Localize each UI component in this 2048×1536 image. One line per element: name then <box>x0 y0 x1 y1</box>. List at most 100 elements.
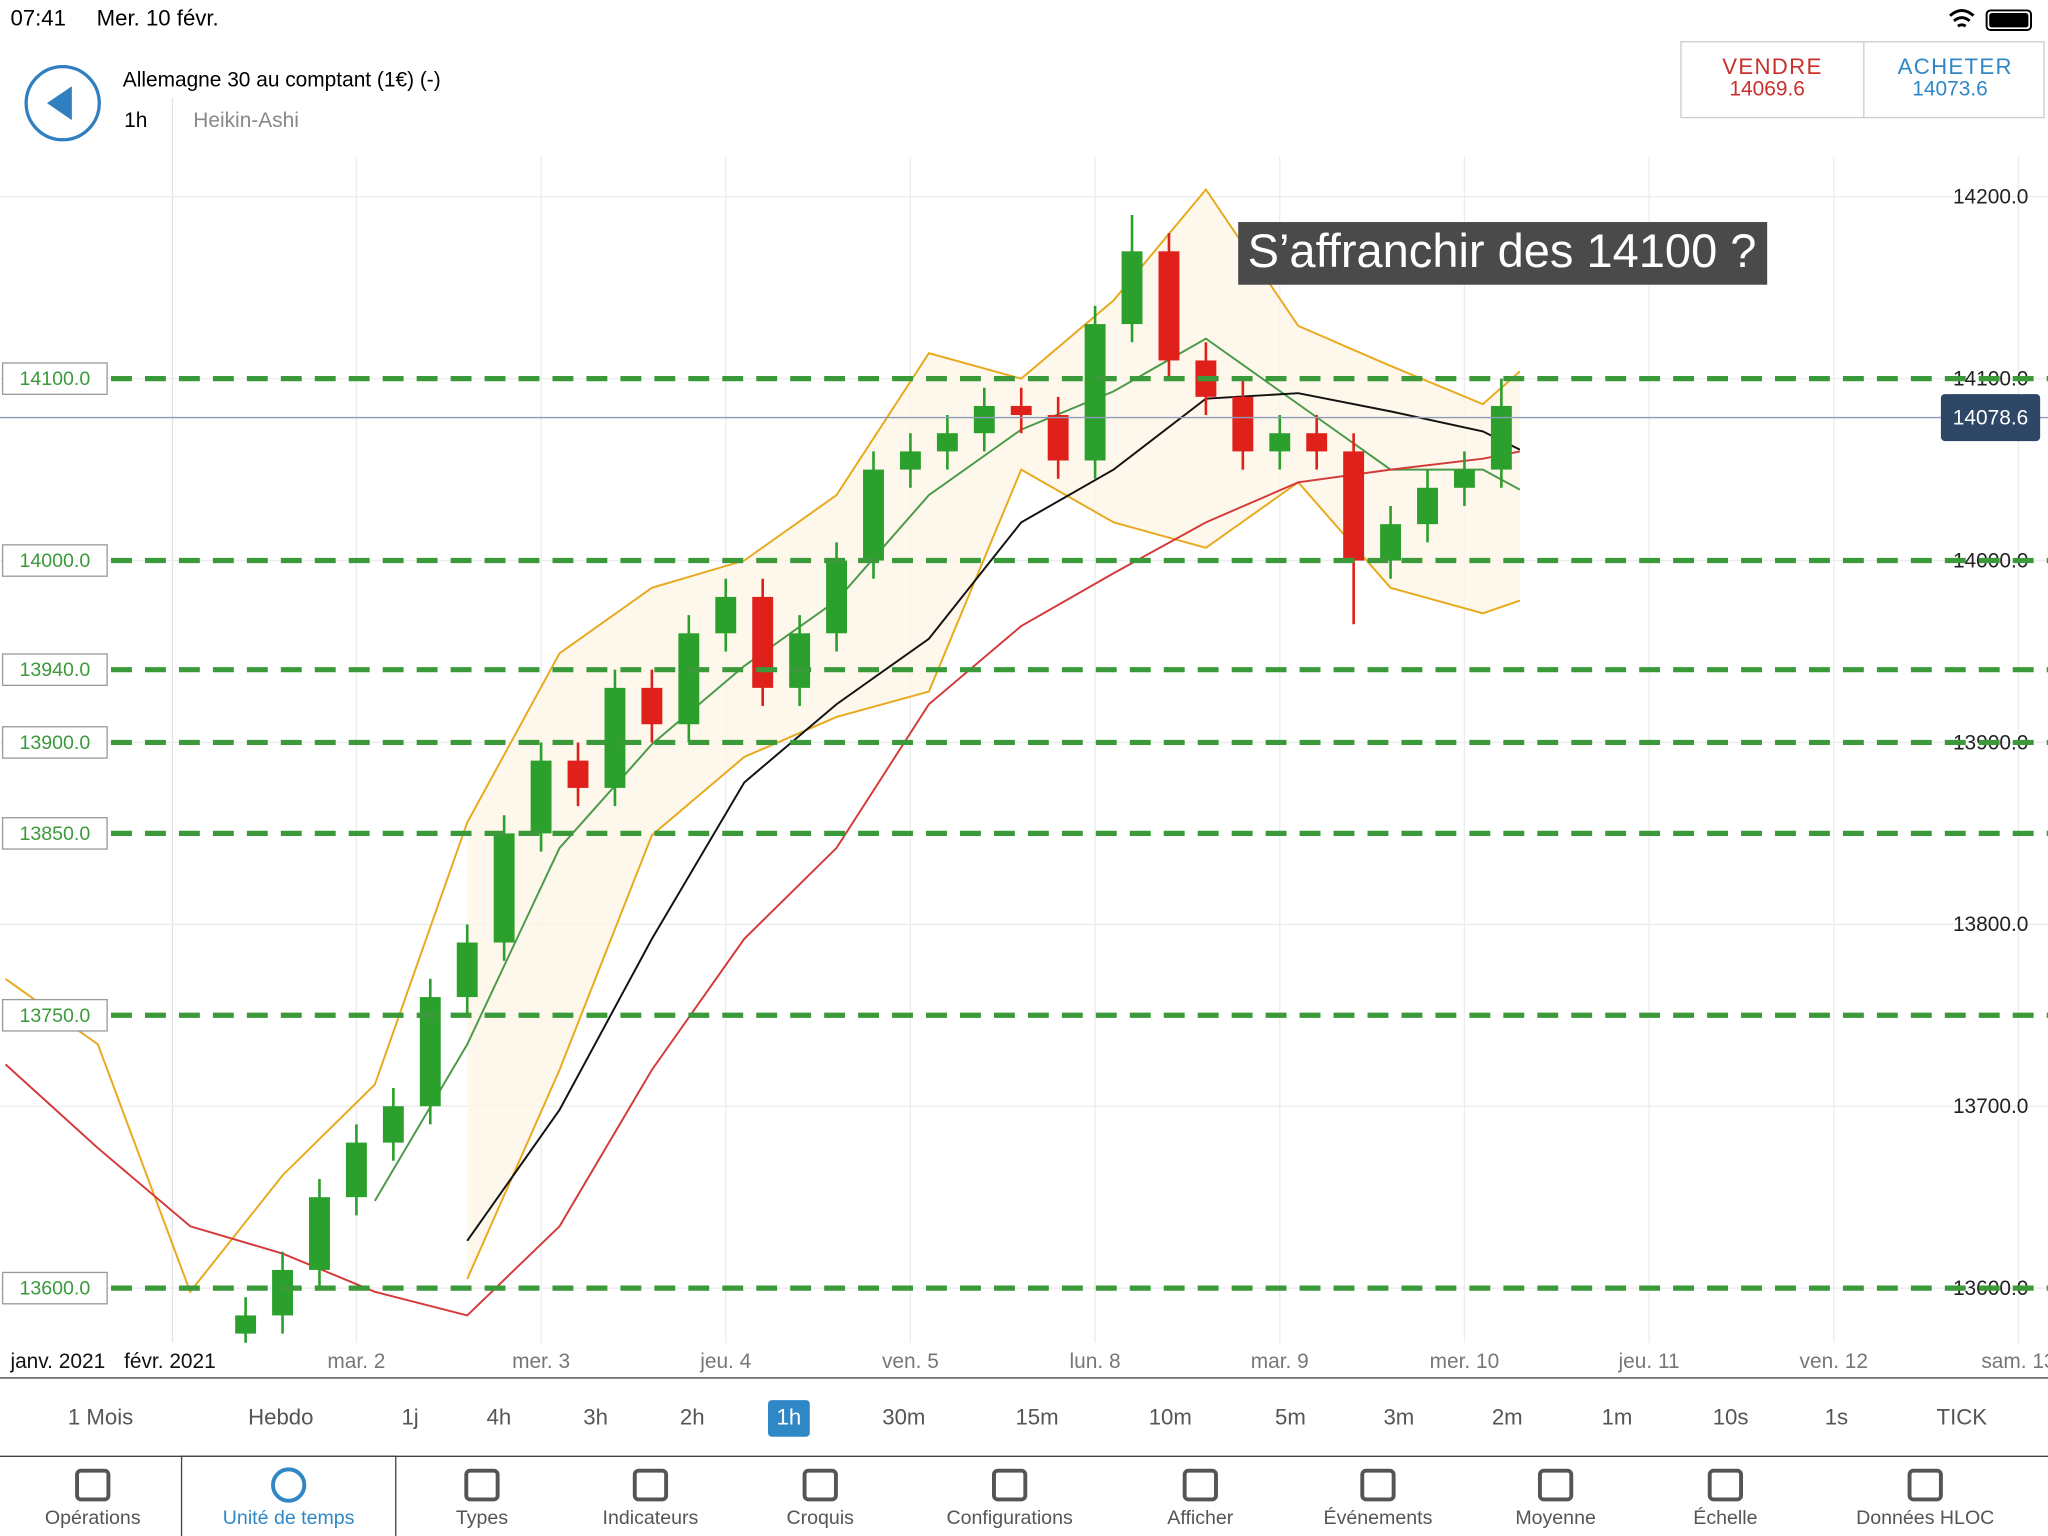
x-tick-label: mar. 9 <box>1251 1350 1309 1373</box>
toolbar-item[interactable]: Données HLOC <box>1856 1507 1994 1529</box>
level-label-box <box>1 544 108 577</box>
candle-body <box>493 833 515 943</box>
x-tick-label: mer. 10 <box>1430 1350 1500 1373</box>
timeframe-item[interactable]: 30m <box>882 1404 925 1429</box>
indicator-line <box>4 450 1521 1317</box>
x-tick-label: jeu. 4 <box>699 1350 751 1373</box>
timeframe-item[interactable]: 10m <box>1149 1404 1192 1429</box>
wifi-icon <box>1949 9 1975 28</box>
candle-body <box>1121 251 1143 325</box>
candle-body <box>309 1197 330 1270</box>
timeframe-item[interactable]: Hebdo <box>248 1404 313 1429</box>
toolbar-item[interactable]: Moyenne <box>1515 1507 1596 1529</box>
quote-frame <box>1680 41 2045 119</box>
candle-body <box>235 1315 257 1334</box>
sell-label[interactable]: VENDRE <box>1722 54 1822 79</box>
level-label-box <box>1 653 108 687</box>
buy-price[interactable]: 14073.6 <box>1912 78 1987 101</box>
toolbar-item[interactable]: Opérations <box>45 1507 141 1529</box>
y-tick-label: 14200.0 <box>1953 186 2028 209</box>
candle-body <box>899 451 921 470</box>
toolbar-item[interactable]: Types <box>456 1507 508 1529</box>
toolbar: Opérations Unité de temps Types Indicateurs… <box>45 1455 1994 1536</box>
header-chart-type: Heikin-Ashi <box>193 109 299 132</box>
timeframe-selected[interactable] <box>768 1400 810 1437</box>
timeframe-item[interactable]: 3m <box>1383 1404 1414 1429</box>
toolbar-icon[interactable] <box>632 1468 669 1502</box>
current-price-label: 14078.6 <box>1953 406 2028 429</box>
indicator-line <box>4 187 1521 1294</box>
level-label-box <box>1 998 108 1032</box>
timeframe-item[interactable]: 5m <box>1275 1404 1306 1429</box>
status-time: 07:41 <box>10 5 66 30</box>
candle-body <box>1417 487 1438 525</box>
toolbar-icon[interactable] <box>992 1468 1028 1502</box>
period-label: févr. 2021 <box>124 1350 216 1373</box>
x-tick-label: mar. 2 <box>327 1350 385 1373</box>
plot <box>4 187 1521 1343</box>
x-tick-label: ven. 12 <box>1800 1350 1868 1373</box>
band-fill <box>467 189 1520 1280</box>
back-arrow[interactable] <box>47 86 72 121</box>
toolbar-icon[interactable] <box>1182 1468 1218 1502</box>
candle-body <box>936 433 958 452</box>
buy-label[interactable]: ACHETER <box>1898 54 2013 79</box>
candle-body <box>1343 451 1365 561</box>
candle-body <box>567 760 589 788</box>
candle-body <box>272 1269 293 1316</box>
timeframe-item[interactable]: 4h <box>487 1404 512 1429</box>
toolbar-icon[interactable] <box>1537 1468 1574 1502</box>
candle-body <box>863 469 884 561</box>
toolbar-item[interactable]: Croquis <box>787 1507 855 1529</box>
candle-body <box>1010 405 1032 416</box>
timeframe-item[interactable]: 3h <box>583 1404 608 1429</box>
level-label: 14100.0 <box>19 368 90 390</box>
level-label-box <box>1 726 108 759</box>
level-label: 14000.0 <box>19 550 90 572</box>
annotation: S’affranchir des 14100 ? <box>1248 224 1757 277</box>
toolbar-icon[interactable] <box>75 1468 111 1502</box>
current-price-box <box>1940 394 2041 442</box>
timeframe-item[interactable]: 1j <box>401 1404 418 1429</box>
toolbar-icon[interactable] <box>464 1468 500 1502</box>
back-button[interactable] <box>24 64 101 142</box>
toolbar-item[interactable]: Configurations <box>947 1507 1073 1529</box>
toolbar-icon[interactable] <box>271 1467 307 1503</box>
timeframe-item[interactable]: 2m <box>1492 1404 1523 1429</box>
candle-body <box>1306 433 1328 452</box>
toolbar-item[interactable]: Afficher <box>1167 1507 1233 1529</box>
indicator-line <box>466 468 1521 1280</box>
timeframe-item[interactable]: 10s <box>1713 1404 1749 1429</box>
candle-body <box>1269 433 1291 452</box>
timeframe-item[interactable]: 15m <box>1015 1404 1058 1429</box>
toolbar-icon[interactable] <box>1360 1468 1396 1502</box>
y-tick-label: 13800.0 <box>1953 913 2028 936</box>
candle-body <box>789 633 811 688</box>
toolbar-icon[interactable] <box>1707 1468 1744 1502</box>
timeframe-item[interactable]: 2h <box>680 1404 705 1429</box>
x-tick-label: ven. 5 <box>882 1350 939 1373</box>
toolbar-item[interactable]: Unité de temps <box>223 1507 355 1529</box>
toolbar-item[interactable]: Indicateurs <box>603 1507 699 1529</box>
candle-body <box>1490 405 1512 470</box>
battery <box>1985 9 2032 32</box>
timeframe-item[interactable]: 1 Mois <box>68 1404 133 1429</box>
toolbar-icon[interactable] <box>1907 1468 1943 1502</box>
toolbar-item[interactable]: Événements <box>1324 1506 1433 1529</box>
timeframe-item[interactable]: 1m <box>1602 1404 1633 1429</box>
sell-price[interactable]: 14069.6 <box>1729 78 1804 101</box>
level-label: 13940.0 <box>19 659 90 681</box>
timeframe-item[interactable]: 1s <box>1825 1404 1848 1429</box>
candle-body <box>456 942 478 998</box>
level-label-box <box>1 1271 108 1305</box>
annotation-box <box>1238 222 1768 285</box>
candle-body <box>1380 524 1402 561</box>
toolbar-icon[interactable] <box>802 1468 838 1502</box>
toolbar-item[interactable]: Échelle <box>1693 1506 1757 1529</box>
candle-body <box>715 596 737 634</box>
timeframe-item[interactable]: TICK <box>1937 1404 1988 1429</box>
level-label: 13750.0 <box>19 1005 90 1027</box>
timeframe-item[interactable]: 1h <box>777 1404 802 1429</box>
